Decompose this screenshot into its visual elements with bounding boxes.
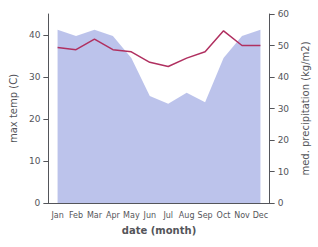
svg-text:Jun: Jun bbox=[143, 211, 157, 220]
svg-text:date (month): date (month) bbox=[122, 225, 196, 236]
svg-text:Jan: Jan bbox=[50, 211, 63, 220]
svg-text:Jul: Jul bbox=[162, 211, 173, 220]
svg-text:May: May bbox=[123, 211, 140, 220]
svg-text:10: 10 bbox=[29, 156, 41, 166]
svg-text:50: 50 bbox=[278, 41, 290, 51]
svg-text:60: 60 bbox=[278, 9, 290, 19]
svg-text:10: 10 bbox=[278, 167, 290, 177]
svg-text:0: 0 bbox=[35, 198, 41, 208]
svg-text:Feb: Feb bbox=[69, 211, 83, 220]
svg-text:Dec: Dec bbox=[253, 211, 268, 220]
svg-text:30: 30 bbox=[278, 104, 290, 114]
svg-text:20: 20 bbox=[278, 135, 290, 145]
svg-text:Sep: Sep bbox=[198, 211, 213, 220]
svg-text:0: 0 bbox=[278, 198, 284, 208]
svg-text:40: 40 bbox=[278, 72, 290, 82]
svg-text:Aug: Aug bbox=[179, 211, 195, 220]
svg-text:Apr: Apr bbox=[106, 211, 121, 220]
svg-text:20: 20 bbox=[29, 114, 41, 124]
svg-text:med. precipitation (kg/m2): med. precipitation (kg/m2) bbox=[300, 41, 311, 175]
svg-text:Mar: Mar bbox=[87, 211, 103, 220]
svg-text:40: 40 bbox=[29, 30, 41, 40]
svg-text:Oct: Oct bbox=[217, 211, 231, 220]
svg-text:30: 30 bbox=[29, 72, 41, 82]
svg-text:max temp (C): max temp (C) bbox=[8, 74, 19, 143]
svg-text:Nov: Nov bbox=[234, 211, 250, 220]
